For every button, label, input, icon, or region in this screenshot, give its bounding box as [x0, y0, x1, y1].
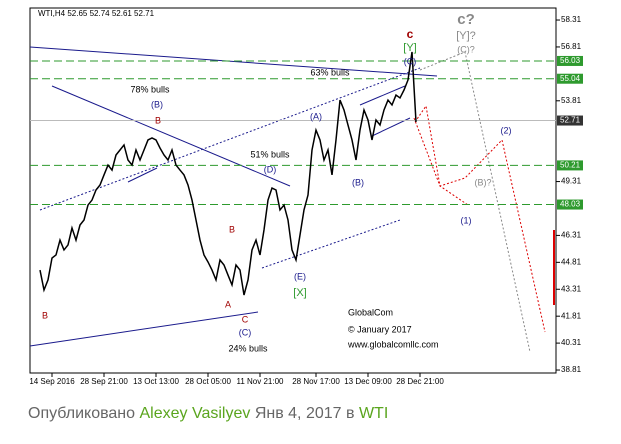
trend-line [51, 85, 291, 187]
y-tick-label: 40.31 [561, 338, 582, 347]
level-label: 50.21 [560, 161, 581, 170]
chart: WTI,H4 52.65 52.74 52.61 52.71 58.31 56.8… [29, 7, 583, 386]
y-tick-label: 46.31 [561, 231, 582, 240]
annotation: 24% bulls [228, 343, 268, 353]
symbol-link[interactable]: WTI [358, 405, 389, 422]
level-box [557, 73, 583, 84]
annotation: (B)? [474, 177, 491, 187]
level-label: 48.03 [560, 200, 581, 209]
annotation: c? [457, 11, 475, 28]
annotation: [Y] [403, 42, 416, 54]
author-link[interactable]: Alexey Vasilyev [139, 405, 251, 422]
trend-line [127, 167, 158, 183]
annotation: B [42, 310, 48, 320]
annotation: [X] [293, 287, 306, 299]
y-tick-label: 58.31 [561, 15, 582, 24]
annotation: B [155, 115, 161, 125]
x-tick-label: 11 Nov 21:00 [237, 377, 285, 386]
caption-prefix: Опубликовано [28, 405, 136, 422]
y-tick-label: 53.81 [561, 96, 582, 105]
annotation: C [242, 314, 249, 324]
channel-line [261, 219, 401, 269]
annotation: (C) [404, 56, 417, 66]
y-tick-label: 49.31 [561, 177, 582, 186]
y-tick-label: 56.81 [561, 42, 582, 51]
annotation: B [229, 224, 235, 234]
annotation: GlobalCom [348, 307, 393, 317]
annotation: 78% bulls [130, 84, 170, 94]
annotation: (B) [352, 177, 364, 187]
y-tick-label: 44.81 [561, 257, 582, 266]
annotation: www.globalcomllc.com [347, 339, 439, 349]
x-tick-label: 28 Oct 05:00 [185, 377, 231, 386]
projection [413, 117, 469, 206]
last-price-box [557, 115, 583, 126]
level-box [557, 160, 583, 171]
trend-line [29, 311, 259, 347]
annotation: 51% bulls [250, 149, 290, 159]
trend-line [29, 46, 438, 77]
x-tick-label: 14 Sep 2016 [29, 377, 75, 386]
x-tick-label: 28 Nov 17:00 [292, 377, 340, 386]
y-tick-label: 43.31 [561, 284, 582, 293]
last-price-label: 52.71 [560, 116, 581, 125]
y-tick-label: 38.81 [561, 365, 582, 374]
y-tick-label: 41.81 [561, 311, 582, 320]
level-label: 55.04 [560, 74, 581, 83]
x-tick-label: 28 Sep 21:00 [80, 377, 128, 386]
annotation: (C) [239, 327, 252, 337]
annotation: (E) [294, 271, 306, 281]
annotation: (D) [264, 164, 277, 174]
x-tick-label: 13 Oct 13:00 [133, 377, 179, 386]
annotation: (C)? [457, 44, 475, 54]
annotation: [Y]? [456, 30, 476, 42]
plot-frame [29, 7, 557, 374]
caption-date: Янв 4, 2017 в [254, 405, 355, 422]
annotation: 63% bulls [310, 67, 350, 77]
annotation: (B) [151, 99, 163, 109]
drawings [29, 46, 555, 353]
caption: Опубликовано Alexey Vasilyev Янв 4, 2017… [28, 405, 388, 423]
annotation: (2) [501, 125, 512, 135]
annotation: (1) [461, 215, 472, 225]
level-box [557, 199, 583, 210]
level-label: 56.03 [560, 56, 581, 65]
projection [414, 104, 546, 333]
annotation: © January 2017 [348, 324, 412, 334]
x-tick-label: 13 Dec 09:00 [344, 377, 392, 386]
x-tick-label: 28 Dec 21:00 [396, 377, 444, 386]
annotation: (A) [310, 111, 322, 121]
projection [419, 51, 531, 353]
annotation: A [225, 299, 231, 309]
price-line [39, 51, 417, 296]
annotation: c [407, 27, 414, 41]
level-box [557, 55, 583, 66]
chart-title: WTI,H4 52.65 52.74 52.61 52.71 [38, 9, 155, 18]
trend-line [359, 85, 406, 106]
